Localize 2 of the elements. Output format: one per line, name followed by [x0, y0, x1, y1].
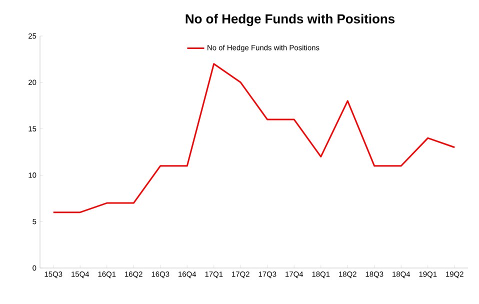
chart-title: No of Hedge Funds with Positions	[186, 14, 395, 26]
line-series	[52, 63, 456, 214]
